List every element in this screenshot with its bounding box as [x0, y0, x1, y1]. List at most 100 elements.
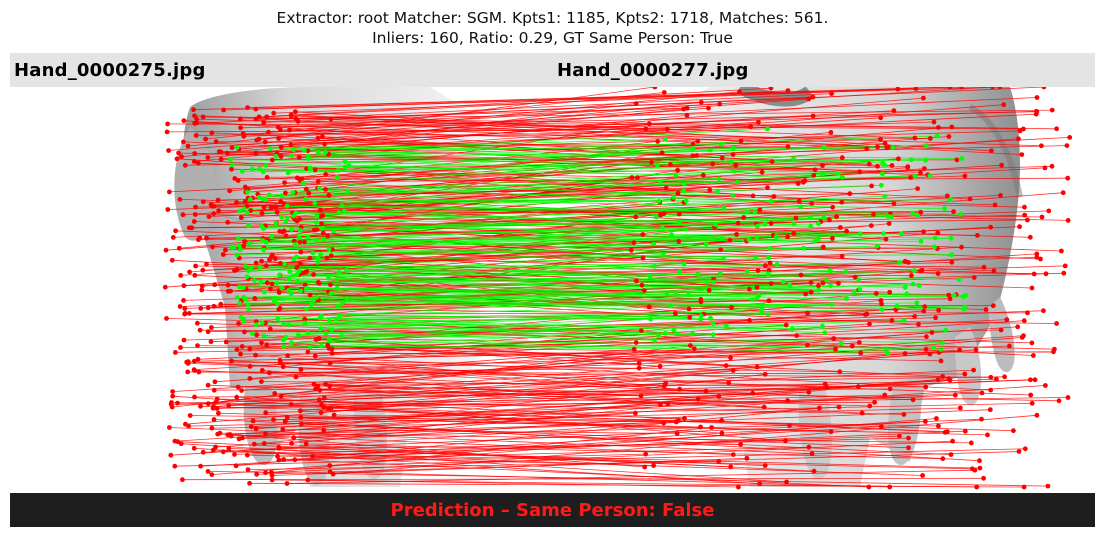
outlier-keypoint — [1064, 143, 1070, 148]
outlier-match-line — [328, 187, 667, 196]
outlier-keypoint — [1039, 214, 1045, 220]
inlier-keypoint — [331, 228, 336, 234]
inlier-keypoint — [307, 344, 313, 350]
outlier-keypoint — [177, 197, 183, 202]
outlier-keypoint — [1061, 270, 1067, 276]
outlier-keypoint — [946, 292, 952, 298]
outlier-keypoint — [902, 258, 908, 264]
outlier-keypoint — [313, 337, 319, 342]
outlier-keypoint — [197, 235, 203, 241]
outlier-keypoint — [812, 167, 818, 173]
inlier-keypoint — [234, 145, 240, 151]
inlier-keypoint — [293, 210, 299, 216]
outlier-match-line — [188, 361, 680, 390]
outlier-keypoint — [175, 400, 180, 406]
inlier-match-line — [320, 246, 935, 255]
outlier-keypoint — [765, 185, 770, 191]
inlier-match-line — [269, 175, 916, 196]
outlier-keypoint — [636, 361, 642, 366]
inlier-match-line — [316, 206, 801, 223]
outlier-keypoint — [320, 134, 325, 140]
inlier-keypoint — [835, 171, 841, 177]
inlier-keypoint — [652, 337, 657, 343]
inlier-keypoint — [828, 283, 833, 288]
outlier-keypoint — [1027, 234, 1033, 240]
outlier-keypoint — [177, 304, 183, 309]
inlier-match-line — [260, 263, 685, 268]
outlier-keypoint — [808, 289, 814, 295]
outlier-match-line — [334, 414, 939, 427]
inlier-match-line — [259, 175, 930, 198]
outlier-keypoint — [297, 239, 303, 245]
outlier-keypoint — [646, 304, 652, 310]
outlier-match-line — [301, 423, 909, 449]
outlier-keypoint — [924, 334, 929, 340]
outlier-keypoint — [634, 278, 639, 284]
outlier-keypoint — [1043, 271, 1049, 277]
right-image-filename: Hand_0000277.jpg — [557, 60, 749, 81]
image-name-header: Hand_0000275.jpg Hand_0000277.jpg — [10, 53, 1095, 87]
inlier-match-line — [291, 154, 658, 166]
inlier-match-line — [248, 264, 778, 272]
outlier-keypoint — [193, 204, 199, 210]
outlier-match-line — [236, 396, 946, 433]
inlier-match-line — [302, 182, 733, 196]
inlier-keypoint — [901, 318, 907, 323]
outlier-keypoint — [269, 157, 275, 163]
inlier-keypoint — [821, 145, 827, 150]
outlier-keypoint — [204, 235, 210, 241]
outlier-keypoint — [820, 280, 826, 286]
inlier-keypoint — [263, 163, 269, 168]
inlier-keypoint — [269, 233, 275, 239]
outlier-keypoint — [180, 477, 185, 483]
inlier-match-line — [246, 273, 721, 278]
outlier-keypoint — [763, 263, 768, 269]
outlier-keypoint — [1034, 251, 1040, 257]
inlier-keypoint — [336, 269, 342, 275]
inlier-keypoint — [236, 243, 242, 248]
inlier-keypoint — [711, 279, 716, 285]
outlier-keypoint — [199, 287, 205, 293]
outlier-match-line — [323, 378, 950, 431]
outlier-keypoint — [182, 162, 188, 168]
outlier-match-line — [188, 407, 961, 427]
outlier-keypoint — [801, 179, 806, 185]
outlier-keypoint — [212, 282, 218, 288]
outlier-keypoint — [910, 397, 916, 403]
outlier-keypoint — [727, 237, 733, 243]
inlier-keypoint — [671, 327, 677, 333]
inlier-keypoint — [681, 181, 687, 187]
inlier-keypoint — [261, 333, 267, 339]
outlier-keypoint — [181, 298, 186, 303]
outlier-match-line — [332, 306, 925, 354]
inlier-keypoint — [816, 236, 821, 242]
inlier-keypoint — [682, 226, 688, 232]
outlier-keypoint — [991, 268, 997, 274]
outlier-keypoint — [968, 440, 974, 446]
inlier-keypoint — [319, 226, 325, 231]
outlier-keypoint — [698, 297, 704, 302]
outlier-keypoint — [882, 141, 888, 146]
inlier-keypoint — [912, 173, 918, 179]
outlier-match-line — [175, 336, 927, 353]
outlier-match-line — [228, 401, 875, 406]
outlier-keypoint — [906, 435, 911, 441]
outlier-keypoint — [212, 379, 218, 385]
outlier-keypoint — [1056, 398, 1062, 404]
inlier-keypoint — [894, 303, 900, 309]
outlier-keypoint — [847, 191, 853, 197]
inlier-keypoint — [816, 287, 822, 293]
outlier-keypoint — [329, 350, 335, 356]
outlier-keypoint — [164, 129, 170, 135]
outlier-keypoint — [162, 284, 168, 290]
inlier-keypoint — [889, 214, 894, 220]
outlier-keypoint — [164, 316, 169, 321]
outlier-keypoint — [977, 458, 982, 464]
outlier-match-line — [301, 167, 908, 228]
inlier-keypoint — [292, 242, 298, 248]
outlier-keypoint — [1029, 340, 1035, 346]
outlier-keypoint — [707, 187, 713, 193]
outlier-keypoint — [884, 145, 890, 151]
outlier-keypoint — [280, 427, 286, 432]
inlier-keypoint — [342, 159, 348, 165]
